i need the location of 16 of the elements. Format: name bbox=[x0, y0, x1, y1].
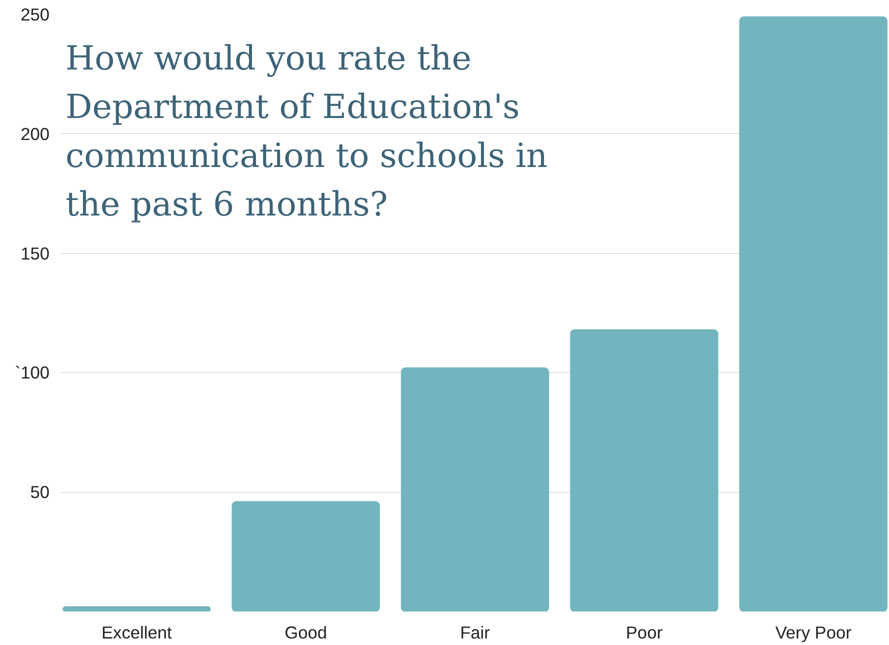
y-tick-label: 50 bbox=[30, 482, 50, 502]
x-tick-label: Excellent bbox=[101, 622, 172, 642]
bar bbox=[570, 329, 718, 612]
y-tick-label: 150 bbox=[20, 243, 50, 264]
y-tick-label: 200 bbox=[20, 124, 50, 144]
bar bbox=[400, 367, 550, 612]
x-tick-label: Poor bbox=[626, 622, 663, 642]
text: How would you rate the Department of Education's communication to schools in the past 6 months? bbox=[66, 38, 548, 224]
bar bbox=[739, 16, 888, 612]
y-tick-label: 250 bbox=[20, 4, 50, 24]
bar bbox=[232, 501, 380, 612]
y-tick-label: `100 bbox=[14, 362, 50, 383]
x-tick-label: Fair bbox=[460, 622, 490, 642]
x-tick-label: Good bbox=[284, 622, 328, 642]
x-tick-label: Very Poor bbox=[775, 622, 852, 642]
bar bbox=[62, 606, 211, 612]
